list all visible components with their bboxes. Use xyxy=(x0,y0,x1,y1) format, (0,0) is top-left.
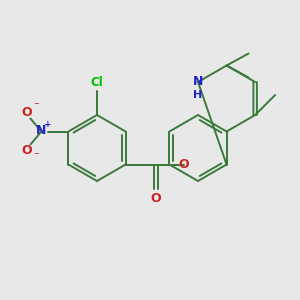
Text: N: N xyxy=(193,76,203,88)
Text: ⁻: ⁻ xyxy=(34,101,39,112)
Text: N: N xyxy=(36,124,46,137)
Text: O: O xyxy=(21,144,32,157)
Text: O: O xyxy=(21,106,32,119)
Text: Cl: Cl xyxy=(91,76,103,88)
Text: H: H xyxy=(194,90,202,100)
Text: O: O xyxy=(150,192,161,205)
Text: ⁻: ⁻ xyxy=(34,152,39,161)
Text: +: + xyxy=(44,120,51,129)
Text: O: O xyxy=(178,158,189,171)
